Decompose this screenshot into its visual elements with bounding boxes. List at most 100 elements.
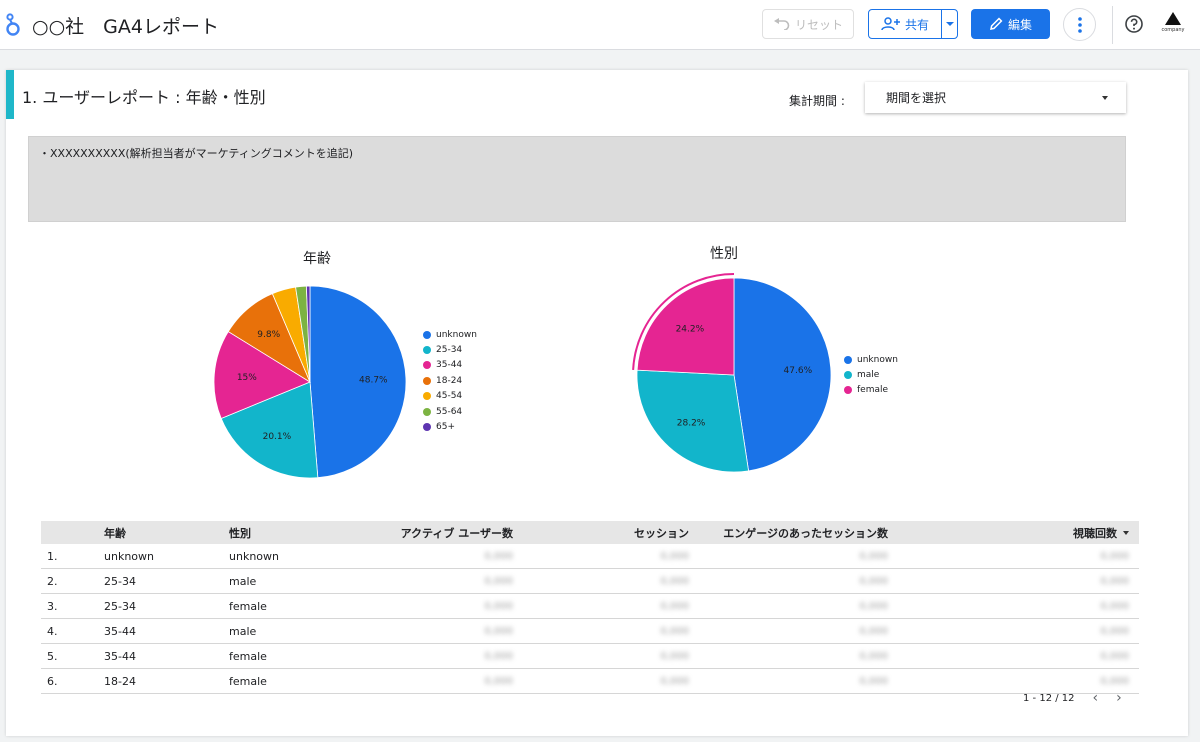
column-header-age[interactable]: 年齢 [104, 526, 126, 540]
legend-swatch [423, 361, 431, 370]
legend-swatch [423, 392, 431, 401]
column-header-sessions[interactable]: セッション [634, 526, 689, 540]
age-chart-title: 年齢 [303, 251, 331, 267]
report-title[interactable]: ○○社 GA4レポート [32, 16, 219, 38]
cell-engaged-sessions: 0,000 [859, 625, 888, 637]
legend-swatch [844, 386, 852, 395]
pie-slice-unknown[interactable] [733, 277, 832, 472]
cell-sessions: 0,000 [660, 600, 689, 612]
cell-age: 25-34 [104, 574, 136, 588]
pie-slice-female[interactable] [636, 277, 735, 376]
gender-pie-chart[interactable]: 47.6% 28.2% 24.2% [630, 273, 840, 484]
pie-slice-unknown[interactable] [309, 285, 407, 479]
cell-engaged-sessions: 0,000 [859, 675, 888, 687]
top-bar: ○○社 GA4レポート リセット 共有 編集 [0, 0, 1200, 50]
legend-item[interactable]: 35-44 [423, 358, 477, 373]
table-body: 1. unknown unknown 0,000 0,000 0,000 0,000 2. 25… [41, 544, 1139, 694]
cell-sessions: 0,000 [660, 625, 689, 637]
table-row[interactable]: 2. 25-34 male 0,000 0,000 0,000 0,000 [41, 569, 1139, 594]
chevron-right-icon[interactable]: › [1116, 690, 1122, 706]
table-row[interactable]: 6. 18-24 female 0,000 0,000 0,000 0,000 [41, 669, 1139, 694]
pie-slice-35-44[interactable] [213, 331, 311, 419]
cell-sessions: 0,000 [660, 575, 689, 587]
period-select[interactable]: 期間を選択 [865, 82, 1126, 113]
slice-label: 47.6% [784, 366, 813, 376]
reset-button[interactable]: リセット [762, 9, 854, 39]
share-button[interactable]: 共有 [868, 9, 958, 39]
looker-studio-logo-icon[interactable] [4, 12, 22, 38]
slice-label: 48.7% [359, 375, 388, 385]
pencil-icon [990, 17, 1003, 30]
cell-gender: female [229, 674, 267, 688]
legend-item[interactable]: female [844, 383, 898, 398]
pie-slice-65plus[interactable] [305, 285, 311, 383]
cell-engaged-sessions: 0,000 [859, 600, 888, 612]
legend-item[interactable]: unknown [844, 352, 898, 367]
data-table: 年齢 性別 アクティブ ユーザー数 セッション エンゲージのあったセッション数 … [41, 521, 1139, 694]
gender-chart-title: 性別 [710, 246, 738, 262]
table-row[interactable]: 1. unknown unknown 0,000 0,000 0,000 0,000 [41, 544, 1139, 569]
legend-label: 55-64 [436, 406, 463, 417]
pie-slice-male[interactable] [636, 369, 750, 473]
legend-label: 18-24 [436, 375, 463, 386]
column-header-views[interactable]: 視聴回数 [941, 521, 1129, 544]
legend-swatch [423, 346, 431, 355]
slice-label: 20.1% [263, 432, 292, 442]
cell-views: 0,000 [1100, 650, 1129, 662]
cell-sessions: 0,000 [660, 650, 689, 662]
cell-age: 25-34 [104, 599, 136, 613]
account-label: company [1161, 27, 1185, 33]
pagination: 1 - 12 / 12 ‹ › [1023, 690, 1122, 706]
more-options-button[interactable] [1063, 8, 1096, 41]
period-select-value: 期間を選択 [886, 91, 947, 105]
table-row[interactable]: 5. 35-44 female 0,000 0,000 0,000 0,000 [41, 644, 1139, 669]
legend-item[interactable]: unknown [423, 327, 477, 342]
chevron-left-icon[interactable]: ‹ [1092, 690, 1099, 706]
table-row[interactable]: 3. 25-34 female 0,000 0,000 0,000 0,000 [41, 594, 1139, 619]
add-person-icon [881, 17, 900, 31]
legend-item[interactable]: 55-64 [423, 404, 477, 419]
legend-label: unknown [436, 329, 477, 340]
cell-gender: unknown [229, 549, 279, 563]
pagination-label: 1 - 12 / 12 [1023, 692, 1075, 704]
legend-swatch [844, 355, 852, 364]
column-header-engaged-sessions[interactable]: エンゲージのあったセッション数 [723, 526, 888, 540]
legend-item[interactable]: male [844, 367, 898, 382]
pie-highlight-arc [632, 273, 735, 370]
edit-button[interactable]: 編集 [971, 9, 1050, 39]
slice-label: 15% [237, 373, 257, 383]
cell-views: 0,000 [1100, 600, 1129, 612]
gender-chart-legend: unknown male female [844, 352, 898, 398]
legend-item[interactable]: 45-54 [423, 389, 477, 404]
legend-label: unknown [857, 354, 898, 365]
legend-label: 65+ [436, 422, 455, 433]
comment-text: ・XXXXXXXXXX(解析担当者がマーケティングコメントを追記) [39, 147, 354, 160]
column-header-gender[interactable]: 性別 [229, 526, 251, 540]
cell-gender: male [229, 574, 257, 588]
legend-item[interactable]: 25-34 [423, 342, 477, 357]
pie-slice-25-34[interactable] [220, 381, 319, 479]
slice-label: 9.8% [257, 330, 280, 340]
edit-label: 編集 [1007, 17, 1032, 32]
report-page: 1. ユーザーレポート : 年齢・性別 集計期間 : 期間を選択 ・XXXXXX… [6, 70, 1188, 736]
cell-views: 0,000 [1100, 575, 1129, 587]
comment-box: ・XXXXXXXXXX(解析担当者がマーケティングコメントを追記) [28, 136, 1126, 222]
account-avatar[interactable]: company [1158, 12, 1188, 38]
period-label: 集計期間 : [789, 94, 845, 108]
cell-age: 18-24 [104, 674, 136, 688]
legend-label: 25-34 [436, 345, 463, 356]
column-header-active-users[interactable]: アクティブ ユーザー数 [400, 526, 513, 540]
row-index: 3. [47, 599, 58, 613]
cell-views: 0,000 [1100, 550, 1129, 562]
legend-label: 35-44 [436, 360, 463, 371]
table-row[interactable]: 4. 35-44 male 0,000 0,000 0,000 0,000 [41, 619, 1139, 644]
age-pie-chart[interactable]: 48.7% 20.1% 15% 9.8% [210, 282, 410, 482]
legend-label: female [857, 385, 889, 396]
legend-swatch [423, 330, 431, 339]
help-icon[interactable] [1124, 14, 1144, 34]
legend-item[interactable]: 65+ [423, 419, 477, 434]
slice-label: 28.2% [677, 418, 706, 428]
more-vert-icon [1077, 16, 1082, 33]
share-dropdown-button[interactable] [941, 10, 957, 38]
legend-item[interactable]: 18-24 [423, 373, 477, 388]
